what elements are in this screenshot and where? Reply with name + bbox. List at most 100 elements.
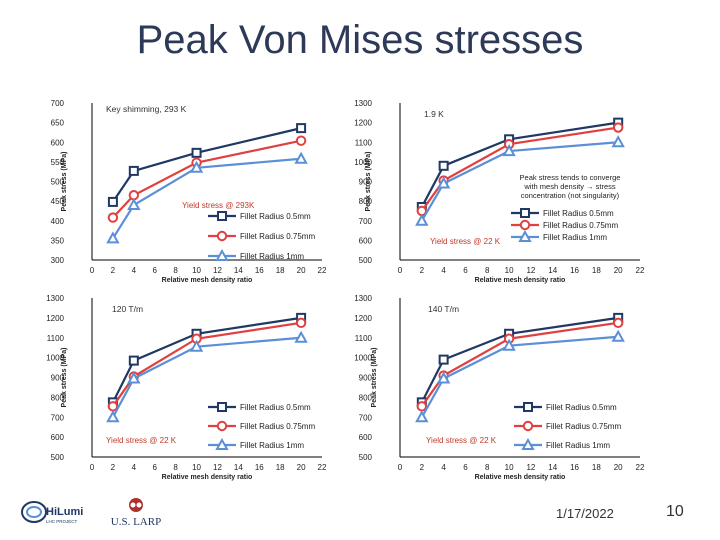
chart-1-series-1-line — [420, 126, 619, 212]
chart-2-legend-0-marker — [217, 402, 227, 412]
chart-1-annotation-line: with mesh density → stress — [523, 182, 616, 191]
us-larp-logo: U.S. LARP — [100, 497, 172, 531]
chart-1-x-tick-label: 22 — [636, 266, 645, 275]
hilumi-logo-text: HiLumi — [46, 506, 83, 518]
chart-0-y-tick-label: 400 — [51, 217, 65, 226]
chart-3-y-tick-label: 900 — [359, 374, 373, 383]
chart-2-legend-1-marker — [216, 420, 228, 432]
chart-2-y-tick-label: 1300 — [46, 294, 64, 303]
chart-2-x-tick-label: 8 — [173, 463, 178, 472]
chart-2-x-tick-label: 10 — [192, 463, 201, 472]
chart-0-x-tick-label: 10 — [192, 266, 201, 275]
chart-1-y-tick-label: 1000 — [354, 158, 372, 167]
chart-1-legend-1-label: Fillet Radius 0.75mm — [543, 221, 618, 230]
chart-0-y-tick-label: 600 — [51, 138, 65, 147]
chart-3-series-2-point — [611, 329, 625, 342]
chart-3-series-1-point — [416, 401, 428, 412]
chart-2-x-tick-label: 20 — [297, 463, 306, 472]
chart-2-legend-2-marker — [215, 437, 229, 450]
chart-3-x-tick-label: 10 — [505, 463, 514, 472]
chart-2-x-tick-label: 2 — [111, 463, 116, 472]
chart-2-y-tick-label: 1000 — [46, 354, 64, 363]
chart-2-legend-0-label: Fillet Radius 0.5mm — [240, 403, 311, 412]
chart-0-title: Key shimming, 293 K — [106, 104, 187, 114]
chart-2-legend-2-label: Fillet Radius 1mm — [240, 441, 304, 450]
chart-2-x-axis-label: Relative mesh density ratio — [162, 474, 253, 481]
chart-0-series-2-point — [294, 151, 308, 164]
chart-3-legend-1-label: Fillet Radius 0.75mm — [546, 422, 621, 431]
chart-3-x-tick-label: 20 — [614, 463, 623, 472]
chart-2-series-0-point — [128, 355, 139, 366]
chart-2-y-tick-label: 800 — [51, 393, 65, 402]
chart-1-series-2-point — [436, 176, 451, 189]
chart-2-title: 120 T/m — [112, 304, 143, 314]
chart-3-y-tick-label: 1200 — [354, 314, 372, 323]
chart-1-x-tick-label: 18 — [592, 266, 601, 275]
chart-3-x-tick-label: 18 — [592, 463, 601, 472]
chart-3-x-tick-label: 12 — [526, 463, 535, 472]
chart-2-y-axis-label: Peak stress (MPa) — [61, 348, 68, 408]
chart-1-y-tick-label: 1100 — [355, 138, 373, 147]
chart-0-y-tick-label: 650 — [51, 119, 65, 128]
chart-0-series-0-point — [296, 123, 307, 134]
chart-2-y-tick-label: 1200 — [46, 314, 64, 323]
chart-0-legend-2-label: Fillet Radius 1mm — [240, 252, 304, 261]
chart-0-y-tick-label: 350 — [51, 236, 65, 245]
chart-2-series-2-point — [294, 330, 308, 343]
chart-1-series-2-line — [420, 141, 619, 222]
chart-1-legend-0-marker — [520, 208, 530, 218]
chart-0-y-tick-label: 450 — [51, 197, 65, 206]
chart-3-legend-2-marker — [521, 437, 535, 450]
chart-0-legend-1-label: Fillet Radius 0.75mm — [240, 232, 315, 241]
chart-1-y-tick-label: 600 — [359, 236, 373, 245]
chart-3-y-axis-label: Peak stress (MPa) — [371, 348, 378, 408]
chart-0-series-2-point — [189, 160, 204, 173]
chart-2-y-tick-label: 700 — [51, 413, 65, 422]
chart-0-series-2-line — [111, 157, 302, 239]
chart-0-x-tick-label: 16 — [255, 266, 264, 275]
chart-1-y-tick-label: 1200 — [354, 119, 372, 128]
chart-3-title: 140 T/m — [428, 304, 459, 314]
chart-3-legend-2-label: Fillet Radius 1mm — [546, 441, 610, 450]
chart-3-y-tick-label: 1100 — [355, 334, 373, 343]
chart-1-x-tick-label: 14 — [548, 266, 557, 275]
chart-3-legend-1-marker — [522, 420, 534, 432]
chart-0-x-tick-label: 0 — [90, 266, 95, 275]
us-larp-logo-text: U.S. LARP — [111, 516, 161, 528]
chart-3-x-tick-label: 22 — [636, 463, 645, 472]
chart-2-x-tick-label: 18 — [276, 463, 285, 472]
chart-3-x-axis-label: Relative mesh density ratio — [475, 474, 566, 481]
chart-0-series-0-point — [128, 165, 139, 176]
slide-date: 1/17/2022 — [556, 506, 614, 521]
hilumi-logo-subtext: LHC PROJECT — [46, 519, 78, 524]
chart-2-series-1-point — [107, 401, 119, 412]
chart-0-series-2-point — [106, 231, 120, 244]
chart-1-title: 1.9 K — [424, 109, 444, 119]
chart-3-y-tick-label: 500 — [359, 453, 373, 462]
chart-1-x-tick-label: 0 — [398, 266, 403, 275]
chart-0-x-tick-label: 14 — [234, 266, 243, 275]
chart-3-series-2-point — [436, 371, 451, 384]
chart-0-x-axis-label: Relative mesh density ratio — [162, 277, 253, 284]
chart-1-x-tick-label: 8 — [485, 266, 490, 275]
chart-1-y-tick-label: 500 — [359, 256, 373, 265]
chart-0-y-tick-label: 300 — [51, 256, 65, 265]
chart-0-x-tick-label: 20 — [297, 266, 306, 275]
chart-1-legend-0-label: Fillet Radius 0.5mm — [543, 209, 614, 218]
chart-2-series-1-point — [295, 317, 307, 329]
chart-1-legend-1-marker — [519, 219, 531, 231]
chart-3-x-tick-label: 4 — [441, 463, 446, 472]
chart-3-yield-label: Yield stress @ 22 K — [426, 436, 497, 445]
chart-0-x-tick-label: 8 — [173, 266, 178, 275]
chart-1-x-axis-label: Relative mesh density ratio — [475, 277, 566, 284]
chart-0-yield-label: Yield stress @ 293K — [182, 201, 255, 210]
chart-3-x-tick-label: 8 — [485, 463, 490, 472]
chart-3-y-tick-label: 800 — [359, 393, 373, 402]
chart-0-legend-1-marker — [216, 230, 228, 242]
chart-2-series-2-point — [127, 371, 141, 384]
chart-1-x-tick-label: 12 — [526, 266, 535, 275]
chart-2-series-2-line — [111, 336, 302, 418]
chart-2-x-tick-label: 6 — [153, 463, 158, 472]
chart-0-y-tick-label: 500 — [51, 178, 65, 187]
chart-2-series-2-point — [189, 339, 204, 352]
